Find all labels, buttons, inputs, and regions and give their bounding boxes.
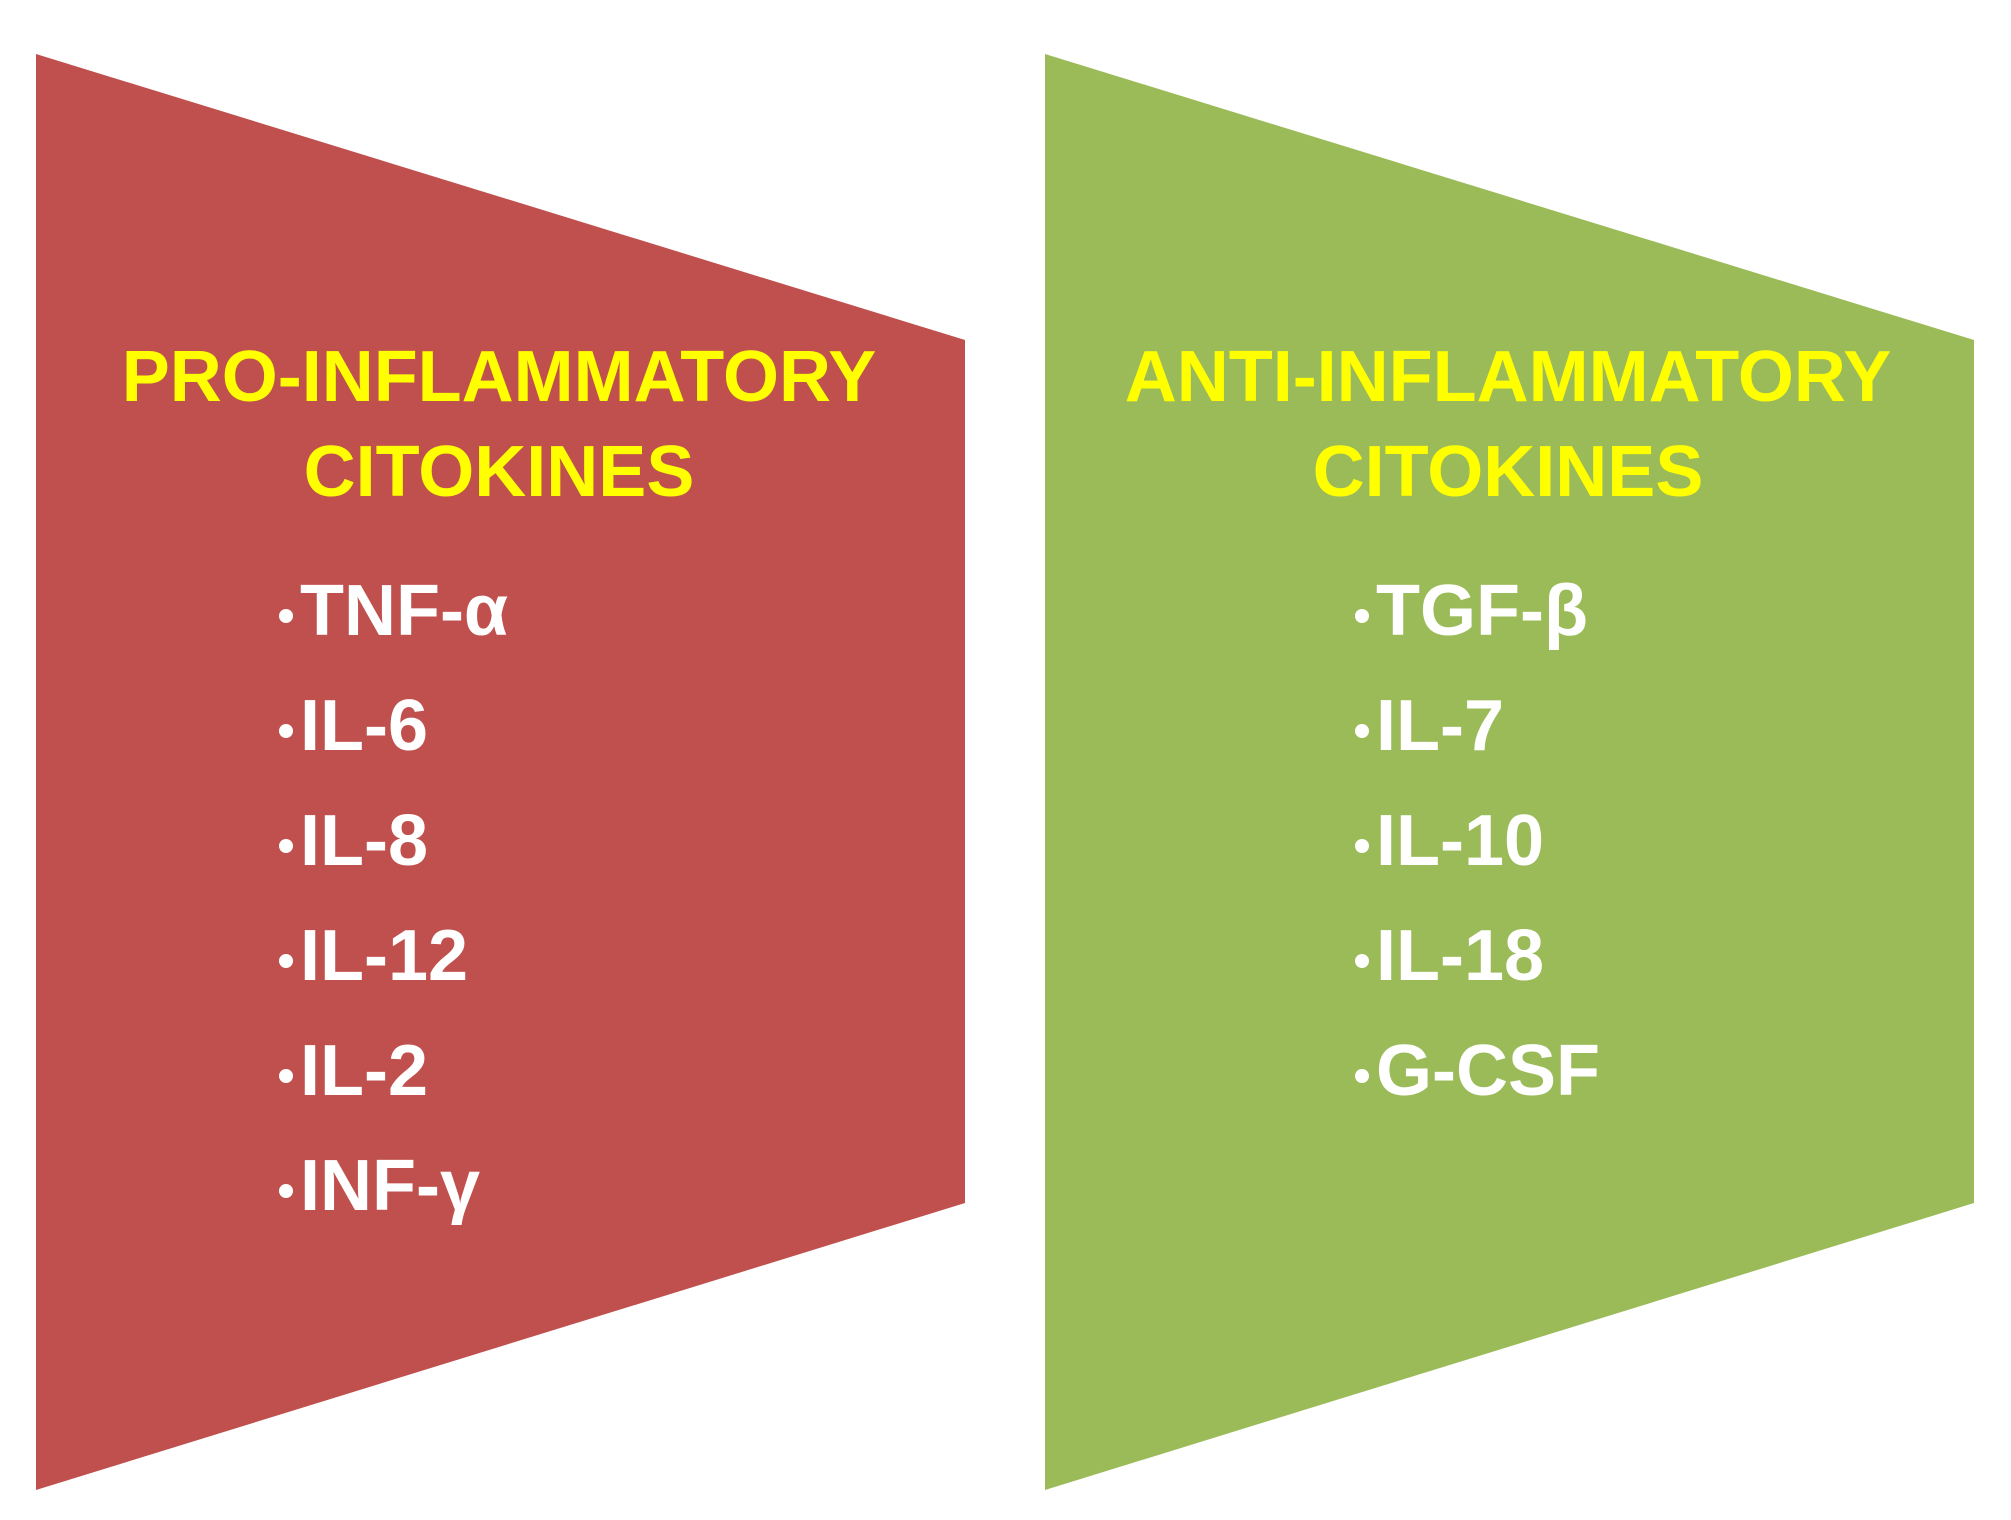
panel-title: ANTI-INFLAMMATORY [1125,337,1892,417]
anti-panel-shape [1045,54,1974,1490]
bullet [1355,724,1369,738]
bullet [279,724,293,738]
bullet [279,609,293,623]
list-item: IL-8 [300,801,428,881]
bullet [279,1184,293,1198]
pro-panel-shape [36,54,965,1490]
list-item: IL-6 [300,686,428,766]
list-item: IL-2 [300,1031,428,1111]
list-item: TNF-α [300,571,508,651]
list-item: INF-γ [300,1146,480,1226]
bullet [279,1069,293,1083]
panel-title: CITOKINES [304,432,695,512]
panel-title: CITOKINES [1313,432,1704,512]
bullet [279,839,293,853]
bullet [1355,609,1369,623]
list-item: G-CSF [1376,1031,1600,1111]
list-item: TGF-β [1376,571,1588,651]
bullet [1355,1069,1369,1083]
list-item: IL-10 [1376,801,1544,881]
bullet [279,954,293,968]
list-item: IL-7 [1376,686,1504,766]
list-item: IL-12 [300,916,468,996]
bullet [1355,839,1369,853]
list-item: IL-18 [1376,916,1544,996]
bullet [1355,954,1369,968]
panel-title: PRO-INFLAMMATORY [122,337,877,417]
